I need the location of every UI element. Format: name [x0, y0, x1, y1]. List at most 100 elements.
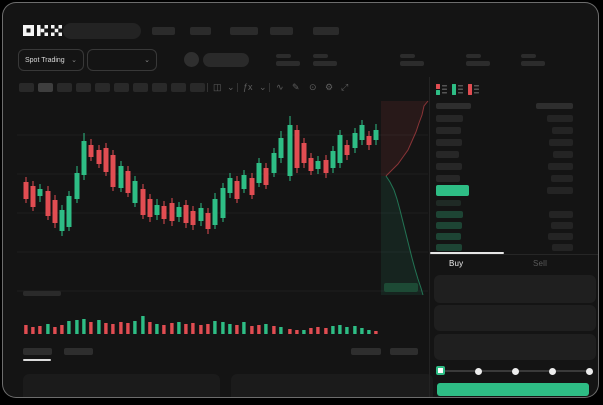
volume-bar	[38, 326, 42, 334]
volume-bar	[331, 326, 335, 334]
bid-row-size[interactable]	[548, 233, 573, 240]
volume-bar	[97, 320, 101, 334]
ask-row-size[interactable]	[547, 187, 573, 194]
line-tool-icon[interactable]: ∿	[276, 82, 284, 92]
order-form-field[interactable]	[434, 305, 596, 331]
orderbook-mode-asks-only-icon[interactable]	[468, 84, 479, 95]
candlestick	[52, 200, 58, 223]
orderbook-mode-bids-only-icon[interactable]	[452, 84, 463, 95]
volume-bar	[279, 327, 283, 334]
bid-row-price[interactable]	[436, 233, 461, 240]
slider-stop[interactable]	[586, 368, 593, 375]
candlestick	[96, 150, 102, 164]
market-type-selector[interactable]: Spot Trading ⌄	[18, 49, 84, 71]
ask-row-size[interactable]	[548, 163, 573, 170]
timeframe-button[interactable]	[38, 83, 53, 92]
bottom-tab[interactable]	[64, 348, 93, 355]
bid-row-size[interactable]	[549, 211, 573, 218]
toolbar-divider	[207, 83, 208, 92]
settings-icon[interactable]: ⚙	[325, 82, 334, 92]
depth-bid-line	[385, 175, 424, 296]
bottom-tab[interactable]	[23, 348, 52, 355]
buy-submit-button[interactable]	[437, 383, 589, 396]
bottom-bar-action[interactable]	[390, 348, 418, 355]
bottom-bar-action[interactable]	[351, 348, 381, 355]
order-history-panel[interactable]	[231, 374, 433, 397]
bid-row-price[interactable]	[436, 211, 463, 218]
nav-item[interactable]	[230, 27, 258, 35]
timeframe-button[interactable]	[114, 83, 129, 92]
pair-pill-button[interactable]	[203, 53, 249, 67]
bid-row-size[interactable]	[552, 244, 573, 251]
ask-row-size[interactable]	[551, 175, 573, 182]
ask-row-price[interactable]	[436, 163, 462, 170]
candlestick	[125, 171, 131, 193]
nav-item[interactable]	[313, 27, 339, 35]
slider-stop[interactable]	[475, 368, 482, 375]
ask-row-size[interactable]	[553, 151, 573, 158]
order-form-field[interactable]	[434, 334, 596, 360]
ask-row-size[interactable]	[547, 115, 573, 122]
bid-row-price[interactable]	[436, 244, 462, 251]
timeframe-button[interactable]	[57, 83, 72, 92]
stat-label	[466, 54, 481, 58]
chevron-down-icon[interactable]: ⌄	[259, 82, 267, 92]
slider-stop[interactable]	[549, 368, 556, 375]
nav-item[interactable]	[270, 27, 293, 35]
bid-row-price[interactable]	[436, 222, 462, 229]
stat-value	[400, 61, 424, 66]
candlestick-chart[interactable]	[15, 96, 429, 341]
pair-selector[interactable]: ⌄	[87, 49, 157, 71]
open-orders-panel[interactable]	[23, 374, 220, 397]
candlestick	[271, 153, 277, 173]
stat-label	[313, 54, 328, 58]
volume-bar	[242, 322, 246, 334]
stat-value	[521, 61, 545, 66]
candlestick	[241, 175, 247, 189]
timeframe-button[interactable]	[152, 83, 167, 92]
order-form-field[interactable]	[434, 275, 596, 303]
tab-sell[interactable]: Sell	[533, 259, 548, 268]
okx-trading-window: Spot Trading ⌄ ⌄ ◫ ⌄ ƒx ⌄ ∿ ✎ ⊙ ⚙ ⤢ Buy Sell	[2, 2, 599, 398]
depth-ratio-badge	[384, 283, 418, 292]
draw-tool-icon[interactable]: ✎	[292, 82, 300, 92]
candlestick	[37, 189, 43, 196]
candlestick	[183, 205, 189, 223]
fullscreen-icon[interactable]: ⤢	[341, 82, 349, 92]
candlestick	[198, 208, 204, 221]
last-price-sub	[436, 200, 461, 206]
search-input[interactable]	[63, 23, 141, 39]
ask-row-size[interactable]	[549, 139, 573, 146]
timeframe-button[interactable]	[133, 83, 148, 92]
nav-item[interactable]	[152, 27, 175, 35]
timeframe-button[interactable]	[190, 83, 205, 92]
slider-handle[interactable]	[436, 366, 445, 375]
candlestick	[161, 206, 167, 219]
timeframe-button[interactable]	[95, 83, 110, 92]
chevron-down-icon: ⌄	[71, 56, 77, 64]
tab-buy[interactable]: Buy	[449, 259, 464, 268]
stat-label	[276, 54, 291, 58]
timeframe-button[interactable]	[19, 83, 34, 92]
chevron-down-icon[interactable]: ⌄	[227, 82, 235, 92]
slider-stop[interactable]	[512, 368, 519, 375]
candlestick	[81, 141, 87, 175]
nav-item[interactable]	[190, 27, 211, 35]
ask-row-price[interactable]	[436, 151, 459, 158]
ask-row-price[interactable]	[436, 127, 461, 134]
volume-bar	[309, 328, 313, 334]
orderbook-mode-combined-icon[interactable]	[436, 84, 447, 95]
ask-row-price[interactable]	[436, 139, 462, 146]
candle-type-icon[interactable]: ◫	[213, 82, 222, 92]
ask-row-size[interactable]	[552, 127, 573, 134]
camera-icon[interactable]: ⊙	[309, 82, 317, 92]
indicator-icon[interactable]: ƒx	[243, 82, 253, 92]
timeframe-button[interactable]	[171, 83, 186, 92]
volume-bar	[82, 319, 86, 334]
volume-bar	[374, 331, 378, 334]
bid-row-size[interactable]	[551, 222, 573, 229]
ask-row-price[interactable]	[436, 175, 460, 182]
volume-bar	[53, 327, 57, 334]
timeframe-button[interactable]	[76, 83, 91, 92]
ask-row-price[interactable]	[436, 115, 463, 122]
